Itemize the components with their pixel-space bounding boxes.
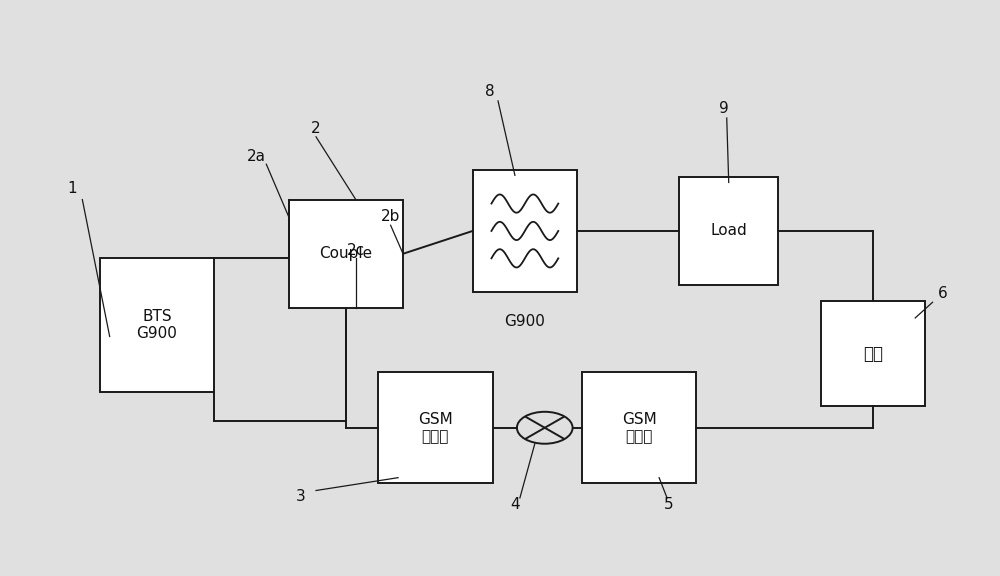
Text: 天线: 天线 (863, 344, 883, 363)
Text: 2c: 2c (347, 244, 365, 259)
Text: 6: 6 (938, 286, 947, 301)
Text: 1: 1 (68, 181, 77, 196)
Bar (473, 170, 577, 292)
Text: 9: 9 (719, 101, 729, 116)
Text: 2b: 2b (381, 209, 400, 224)
Text: 5: 5 (664, 497, 674, 512)
Bar (378, 372, 493, 483)
Text: GSM
近端机: GSM 近端机 (418, 412, 453, 444)
Bar (289, 199, 403, 308)
Text: G900: G900 (504, 314, 545, 329)
Text: 8: 8 (485, 84, 495, 98)
Bar (100, 258, 214, 392)
Text: BTS
G900: BTS G900 (136, 309, 177, 341)
Text: Couple: Couple (319, 247, 372, 262)
Bar (582, 372, 696, 483)
Bar (821, 301, 925, 406)
Text: GSM
远端机: GSM 远端机 (622, 412, 657, 444)
Text: 3: 3 (296, 488, 306, 504)
Text: 4: 4 (510, 497, 520, 512)
Text: 2: 2 (311, 121, 321, 136)
Bar (679, 177, 778, 285)
Text: 2a: 2a (247, 149, 266, 164)
Text: Load: Load (710, 223, 747, 238)
